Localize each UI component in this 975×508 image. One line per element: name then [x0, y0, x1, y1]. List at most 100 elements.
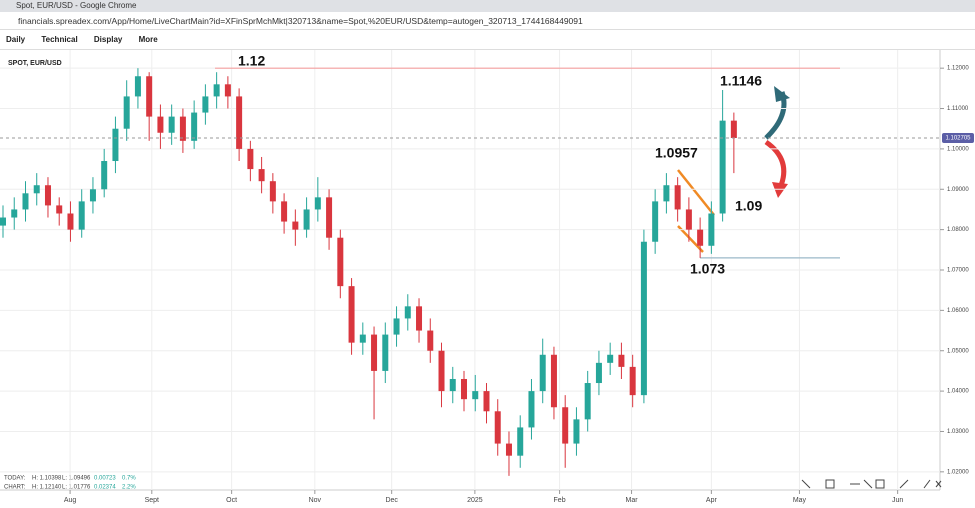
- x-tick-label: Sept: [145, 497, 159, 504]
- y-tick-label: 1.07000: [947, 268, 969, 274]
- stat: TODAY:: [4, 476, 26, 482]
- candle-body: [314, 197, 321, 210]
- candle-body: [348, 286, 355, 343]
- candle-body: [371, 334, 378, 371]
- menu-daily[interactable]: Daily: [6, 35, 26, 44]
- menu-technical[interactable]: Technical: [41, 35, 78, 44]
- down-arrow-head: [772, 182, 788, 198]
- candle-body: [505, 443, 512, 456]
- candle-body: [438, 350, 445, 392]
- candle-body: [112, 128, 119, 162]
- stat: L: 1.01776: [62, 485, 91, 491]
- x-tick-label: Apr: [706, 497, 718, 504]
- candle-body: [629, 366, 636, 396]
- candle-body: [236, 96, 243, 149]
- candle-body: [33, 185, 40, 194]
- candle-body: [224, 84, 231, 97]
- candle-body: [303, 209, 310, 230]
- price-annotation: 1.09: [735, 198, 762, 214]
- candle-body: [382, 334, 389, 371]
- candle-body: [708, 213, 715, 246]
- price-annotation: 1.12: [238, 53, 265, 69]
- trend-line: [677, 225, 704, 253]
- candle-body: [685, 209, 692, 230]
- drawing-tools[interactable]: [801, 479, 942, 489]
- price-annotation: 1.0957: [655, 145, 698, 161]
- candle-body: [67, 213, 74, 230]
- candle-body: [573, 419, 580, 444]
- stat: 2.2%: [122, 485, 136, 491]
- candle-body: [44, 185, 51, 206]
- stat: L: 1.09496: [62, 476, 91, 482]
- y-tick-label: 1.03000: [947, 429, 969, 435]
- candle-body: [539, 354, 546, 392]
- y-tick-label: 1.09000: [947, 187, 969, 193]
- stat: 0.00723: [94, 476, 116, 482]
- x-tick-label: Aug: [64, 497, 77, 504]
- candle-body: [674, 185, 681, 210]
- menu-more[interactable]: More: [138, 35, 158, 44]
- x-tick-label: Mar: [626, 497, 639, 504]
- candle-body: [652, 201, 659, 242]
- y-tick-label: 1.06000: [947, 308, 969, 314]
- candle-body: [146, 76, 153, 117]
- candle-body: [550, 354, 557, 408]
- candle-body: [191, 112, 198, 141]
- candle-body: [89, 189, 96, 202]
- candle-body: [168, 116, 175, 133]
- last-price-tag: [942, 132, 974, 143]
- candle-body: [618, 354, 625, 367]
- up-arrow-head: [774, 86, 790, 102]
- y-tick-label: 1.05000: [947, 348, 969, 354]
- address-bar[interactable]: financials.spreadex.com/App/Home/LiveCha…: [0, 12, 975, 30]
- candle-body: [595, 362, 602, 384]
- candle-body: [719, 120, 726, 214]
- y-tick-label: 1.12000: [947, 66, 969, 72]
- chart-toolbar: Daily Technical Display More: [0, 30, 975, 50]
- candle-body: [56, 205, 63, 214]
- candle-body: [404, 306, 411, 319]
- candle-body: [483, 391, 490, 412]
- candle-body: [134, 76, 141, 97]
- candle-body: [427, 330, 434, 351]
- candle-body: [584, 383, 591, 420]
- candle-body: [247, 148, 254, 170]
- candle-body: [78, 201, 85, 230]
- candle-body: [179, 116, 186, 141]
- candle-body: [292, 221, 299, 230]
- candle-body: [416, 306, 423, 331]
- x-tick-label: 2025: [467, 497, 483, 504]
- chart: SPOT, EUR/USD TODAY: H: 1.10398 L: 1.094…: [0, 50, 974, 504]
- candle-body: [640, 241, 647, 396]
- x-tick-label: Nov: [309, 497, 322, 504]
- candle-body: [213, 84, 220, 97]
- url[interactable]: financials.spreadex.com/App/Home/LiveCha…: [18, 16, 583, 26]
- x-tick-label: Jun: [892, 497, 903, 504]
- candle-body: [11, 209, 18, 218]
- stat: H: 1.10398: [32, 476, 62, 482]
- y-tick-label: 1.10000: [947, 146, 969, 152]
- candle-body: [517, 427, 524, 456]
- candle-body: [281, 201, 288, 222]
- x-tick-label: Feb: [554, 497, 566, 504]
- candle-body: [494, 411, 501, 444]
- y-tick-label: 1.02000: [947, 469, 969, 475]
- candle-body: [359, 334, 366, 343]
- candle-body: [562, 407, 569, 444]
- stat: 0.02374: [94, 485, 116, 491]
- candle-body: [449, 378, 456, 392]
- price-annotation: 1.1146: [720, 73, 762, 89]
- candle-body: [258, 169, 265, 182]
- window-title: Spot, EUR/USD - Google Chrome: [16, 1, 137, 10]
- candle-body: [607, 354, 614, 363]
- candle-body: [22, 193, 29, 210]
- y-tick-label: 1.04000: [947, 389, 969, 395]
- x-tick-label: May: [793, 497, 807, 504]
- candle-body: [123, 96, 130, 129]
- y-tick-label: 1.11000: [947, 106, 969, 112]
- candle-body: [730, 120, 737, 138]
- candle-body: [101, 161, 108, 190]
- candle-body: [697, 229, 704, 246]
- chart-title: SPOT, EUR/USD: [8, 60, 62, 67]
- menu-display[interactable]: Display: [93, 35, 123, 44]
